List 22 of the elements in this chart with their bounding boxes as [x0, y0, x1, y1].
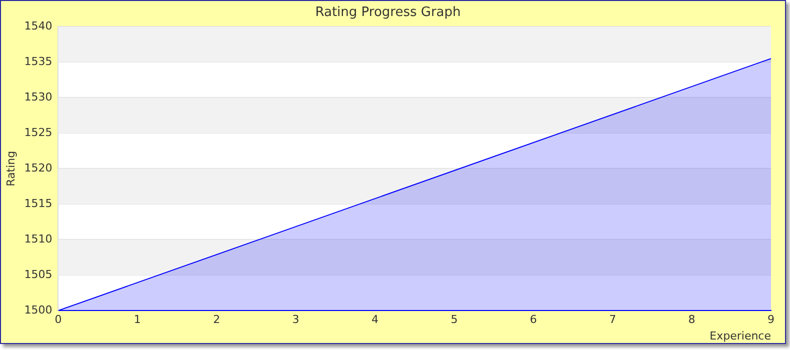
x-tick-label: 9 — [768, 313, 774, 326]
x-tick-label: 3 — [292, 313, 300, 326]
y-tick-label: 1520 — [24, 161, 52, 174]
y-tick-label: 1505 — [24, 268, 52, 281]
x-tick-label: 6 — [530, 313, 537, 326]
x-tick-label: 5 — [450, 313, 458, 326]
y-tick-label: 1500 — [24, 303, 52, 316]
y-tick-label: 1530 — [24, 90, 52, 104]
x-axis-title: Experience — [710, 329, 772, 342]
x-tick-label: 1 — [134, 313, 141, 326]
x-tick-label: 8 — [688, 313, 696, 326]
chart-title: Rating Progress Graph — [315, 5, 461, 20]
y-tick-label: 1540 — [24, 19, 52, 32]
x-tick-label: 0 — [54, 313, 62, 326]
y-tick-label: 1525 — [24, 126, 52, 139]
x-tick-label: 4 — [371, 313, 378, 326]
x-tick-label: 7 — [609, 313, 616, 326]
y-tick-label: 1535 — [24, 54, 52, 68]
y-tick-label: 1515 — [24, 196, 52, 210]
y-tick-label: 1510 — [24, 232, 52, 246]
y-axis-title: Rating — [4, 150, 18, 186]
x-tick-label: 2 — [213, 313, 220, 326]
